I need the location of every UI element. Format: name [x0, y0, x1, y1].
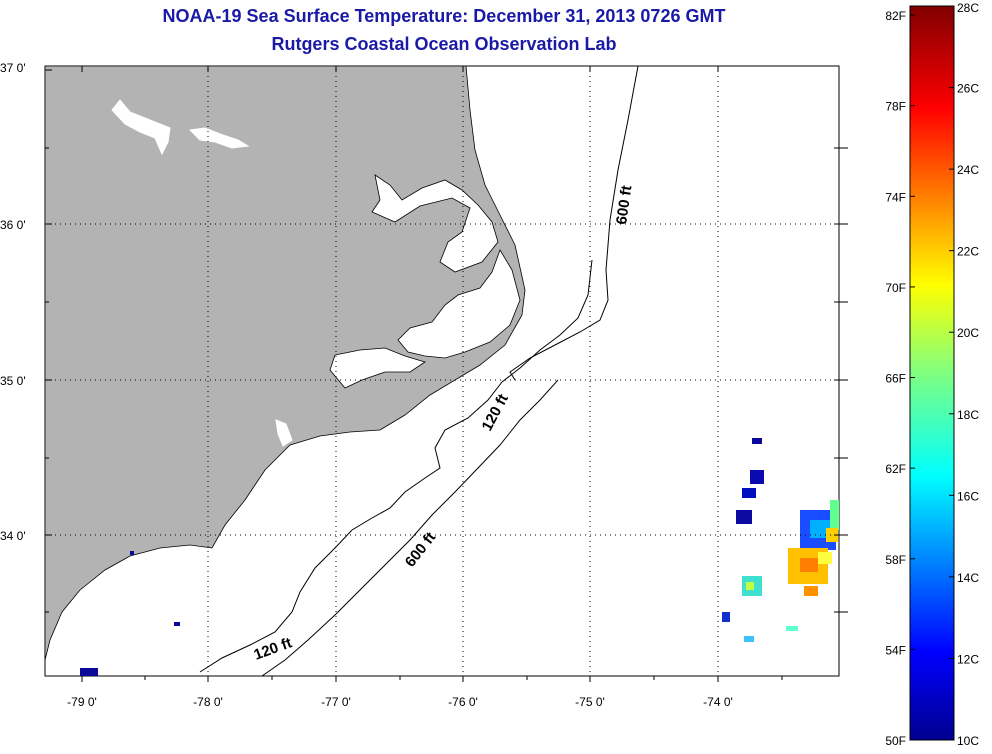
- lon-label-77: -77 0': [321, 695, 351, 709]
- inland-lake: [111, 99, 171, 156]
- lon-label-74: -74 0': [703, 695, 733, 709]
- colorbar-f-label: 66F: [885, 372, 906, 386]
- colorbar-c-label: 20C: [957, 326, 979, 340]
- colorbar-celsius-labels: 28C 26C 24C 22C 20C 18C 16C 14C 12C 10C: [957, 1, 979, 748]
- sst-data-patches: [80, 438, 839, 676]
- lon-label-76: -76 0': [448, 695, 478, 709]
- contour-600ft-north: [509, 66, 639, 381]
- lon-label-79: -79 0': [67, 695, 97, 709]
- colorbar-c-label: 26C: [957, 82, 979, 96]
- colorbar-c-label: 22C: [957, 245, 979, 259]
- contour-label-600ft-north: 600 ft: [613, 184, 635, 225]
- colorbar-fahrenheit-labels: 82F 78F 74F 70F 66F 62F 58F 54F 50F: [885, 9, 906, 748]
- colorbar-f-label: 70F: [885, 281, 906, 295]
- colorbar-f-label: 54F: [885, 643, 906, 657]
- colorbar-f-label: 58F: [885, 553, 906, 567]
- neuse-river: [329, 347, 426, 389]
- colorbar-c-label: 12C: [957, 652, 979, 666]
- river-inlet: [275, 419, 293, 447]
- colorbar-c-label: 16C: [957, 489, 979, 503]
- pamlico-sound: [397, 249, 521, 359]
- colorbar-f-label: 78F: [885, 100, 906, 114]
- colorbar-c-label: 10C: [957, 734, 979, 748]
- colorbar-c-label: 28C: [957, 1, 979, 15]
- colorbar-f-label: 82F: [885, 9, 906, 23]
- map-subtitle: Rutgers Coastal Ocean Observation Lab: [271, 34, 617, 54]
- contour-600ft-south: [261, 379, 559, 676]
- lon-label-78: -78 0': [193, 695, 223, 709]
- colorbar-c-label: 14C: [957, 571, 979, 585]
- colorbar-f-label: 74F: [885, 190, 906, 204]
- lat-label-34: 34 0': [0, 529, 26, 543]
- temperature-colorbar: [909, 5, 955, 741]
- colorbar-c-label: 24C: [957, 163, 979, 177]
- contour-120ft: [199, 259, 593, 673]
- inland-lake-2: [188, 127, 250, 149]
- colorbar-c-label: 18C: [957, 408, 979, 422]
- lat-label-36: 36 0': [0, 218, 26, 232]
- graticule: [45, 66, 839, 676]
- lat-label-37: 37 0': [0, 61, 26, 75]
- lon-label-75: -75 0': [575, 695, 605, 709]
- colorbar-ticks: [910, 5, 954, 741]
- lat-label-35: 35 0': [0, 374, 26, 388]
- colorbar-f-label: 50F: [885, 734, 906, 748]
- axis-tick-marks: [45, 66, 848, 682]
- colorbar-f-label: 62F: [885, 462, 906, 476]
- map-title: NOAA-19 Sea Surface Temperature: Decembe…: [162, 6, 726, 26]
- albemarle-sound: [371, 174, 499, 273]
